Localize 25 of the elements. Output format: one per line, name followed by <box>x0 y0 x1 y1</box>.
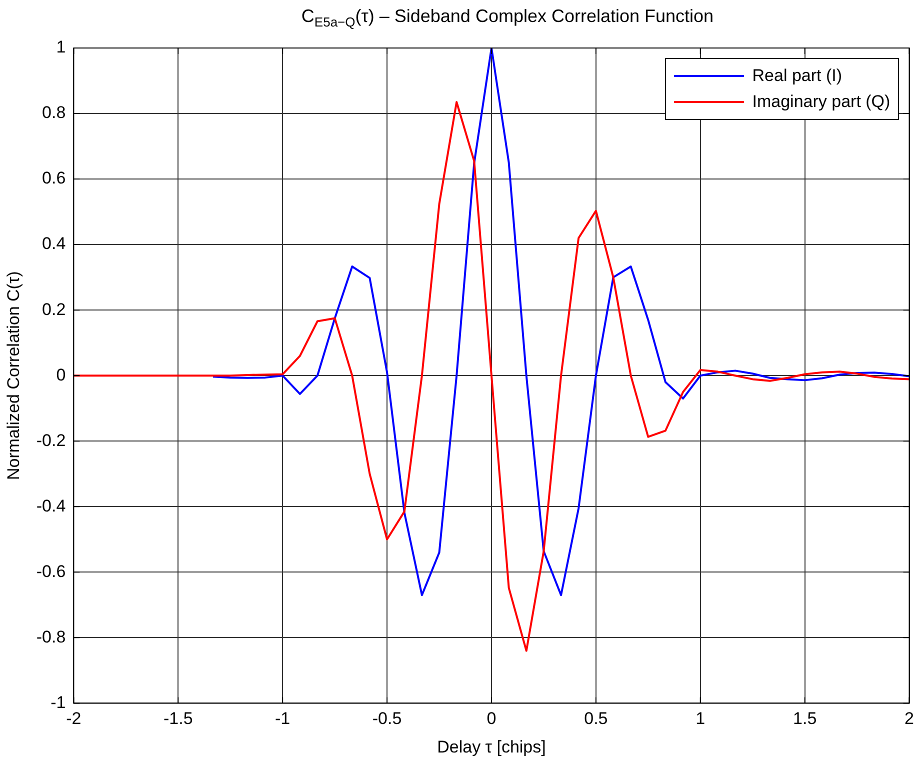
y-tick-label: 0.6 <box>42 168 66 188</box>
y-tick-label: -0.2 <box>36 430 66 450</box>
x-tick-label: 0.5 <box>584 709 608 728</box>
x-tick-label: 0 <box>486 709 496 728</box>
x-axis-title: Delay τ [chips] <box>437 737 546 756</box>
y-tick-label: -0.4 <box>36 496 66 516</box>
y-tick-label: -0.6 <box>36 562 66 581</box>
x-tick-label: 1.5 <box>793 709 817 728</box>
x-tick-label: 2 <box>904 709 914 728</box>
x-tick-label: -1.5 <box>163 709 193 728</box>
x-tick-label: 1 <box>696 709 706 728</box>
x-tick-label: -2 <box>66 709 82 728</box>
y-tick-label: 0.8 <box>42 103 66 122</box>
y-tick-label: 0.4 <box>42 234 66 254</box>
y-tick-label: 1 <box>56 38 66 57</box>
y-axis-title: Normalized Correlation C(τ) <box>4 271 23 480</box>
x-tick-label: -0.5 <box>372 709 402 728</box>
y-tick-label: -0.8 <box>36 627 66 646</box>
y-tick-label: -1 <box>50 692 66 712</box>
legend-label: Real part (I) <box>752 66 842 86</box>
y-tick-label: 0.2 <box>42 300 66 319</box>
chart-title: C$_{E5a−Q}$(τ) – Sideband Complex Correlation Function <box>300 6 715 30</box>
x-tick-label: -1 <box>275 709 290 728</box>
y-tick-label: 0 <box>56 365 66 384</box>
legend-label: Imaginary part (Q) <box>752 92 890 112</box>
